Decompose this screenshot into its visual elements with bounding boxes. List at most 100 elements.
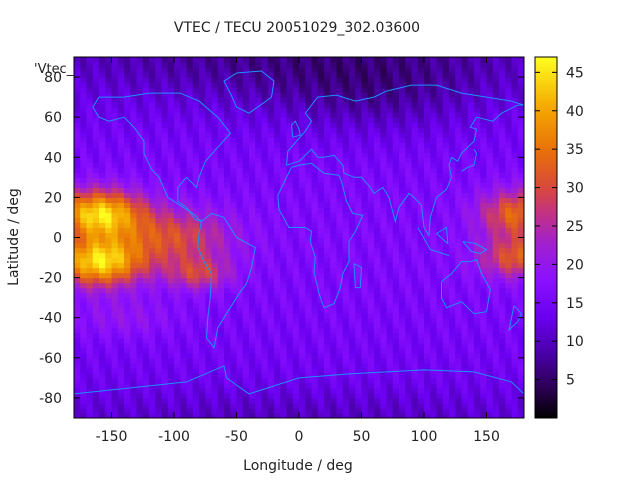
heat-cell	[249, 332, 256, 339]
heat-cell	[492, 222, 500, 229]
heat-cell	[117, 237, 125, 244]
heat-cell	[486, 402, 494, 409]
heat-cell	[517, 137, 524, 143]
heat-cell	[74, 327, 81, 334]
heat-cell	[199, 207, 206, 214]
heat-cell	[117, 257, 125, 264]
heat-cell	[405, 137, 413, 143]
heat-cell	[155, 87, 163, 93]
heat-cell	[367, 277, 375, 284]
heat-cell	[474, 342, 481, 349]
heat-cell	[180, 357, 188, 364]
heat-cell	[92, 182, 100, 188]
heat-cell	[480, 352, 488, 359]
heat-cell	[224, 412, 231, 418]
heat-cell	[342, 377, 350, 384]
heat-cell	[449, 72, 456, 78]
heat-cell	[474, 152, 481, 158]
heat-cell	[274, 342, 281, 349]
heat-cell	[305, 337, 313, 344]
heat-cell	[430, 157, 438, 163]
heat-cell	[511, 322, 519, 329]
heat-cell	[130, 87, 138, 93]
heat-cell	[336, 272, 344, 279]
heat-cell	[92, 352, 100, 359]
heat-cell	[424, 112, 431, 118]
heat-cell	[292, 137, 300, 143]
heat-cell	[392, 237, 400, 244]
heat-cell	[411, 287, 419, 294]
heat-cell	[286, 197, 294, 203]
heat-cell	[255, 392, 263, 399]
heat-cell	[111, 92, 119, 98]
heat-cell	[261, 312, 269, 319]
heat-cell	[442, 192, 450, 198]
heat-cell	[386, 242, 394, 249]
heat-cell	[74, 72, 81, 78]
heat-cell	[292, 152, 300, 158]
heat-cell	[499, 167, 506, 173]
heat-cell	[374, 217, 381, 224]
heat-cell	[192, 312, 200, 319]
heat-cell	[499, 172, 506, 178]
heat-cell	[174, 302, 181, 309]
heat-cell	[499, 82, 506, 88]
heat-cell	[192, 392, 200, 399]
heat-cell	[405, 167, 413, 173]
heat-cell	[349, 197, 356, 203]
heat-cell	[480, 312, 488, 319]
heat-cell	[242, 67, 250, 73]
heat-cell	[267, 397, 275, 404]
heat-cell	[286, 337, 294, 344]
heat-cell	[299, 282, 306, 289]
heat-cell	[124, 97, 131, 103]
heat-cell	[505, 267, 513, 274]
heat-cell	[324, 167, 331, 173]
heat-cell	[267, 192, 275, 198]
heat-cell	[205, 382, 213, 389]
heat-cell	[111, 152, 119, 158]
heat-cell	[511, 332, 519, 339]
heat-cell	[286, 257, 294, 264]
heat-cell	[405, 292, 413, 299]
heat-cell	[430, 132, 438, 138]
heat-cell	[499, 182, 506, 188]
heat-cell	[174, 317, 181, 324]
heat-cell	[92, 402, 100, 409]
heat-cell	[199, 282, 206, 289]
heat-cell	[411, 232, 419, 239]
heat-cell	[236, 122, 244, 128]
heat-cell	[111, 407, 119, 414]
heat-cell	[80, 322, 88, 329]
heat-cell	[124, 327, 131, 334]
heat-cell	[286, 342, 294, 349]
heat-cell	[236, 202, 244, 209]
heat-cell	[336, 407, 344, 414]
heat-cell	[367, 272, 375, 279]
heat-cell	[161, 272, 169, 279]
heat-cell	[105, 142, 113, 148]
heat-cell	[467, 392, 475, 399]
heat-cell	[324, 152, 331, 158]
heat-cell	[386, 287, 394, 294]
heat-cell	[255, 312, 263, 319]
heat-cell	[367, 122, 375, 128]
heat-cell	[505, 182, 513, 188]
heat-cell	[230, 202, 238, 209]
heat-cell	[205, 227, 213, 234]
heat-cell	[161, 152, 169, 158]
heat-cell	[361, 182, 369, 188]
heat-cell	[155, 147, 163, 153]
heat-cell	[330, 292, 338, 299]
heat-cell	[486, 167, 494, 173]
heat-cell	[199, 167, 206, 173]
heat-cell	[311, 157, 319, 163]
heat-cell	[174, 397, 181, 404]
heat-cell	[467, 147, 475, 153]
heat-cell	[336, 77, 344, 83]
heat-cell	[417, 292, 425, 299]
heat-cell	[411, 202, 419, 209]
heat-cell	[311, 162, 319, 168]
heat-cell	[399, 382, 406, 389]
heat-cell	[386, 412, 394, 418]
